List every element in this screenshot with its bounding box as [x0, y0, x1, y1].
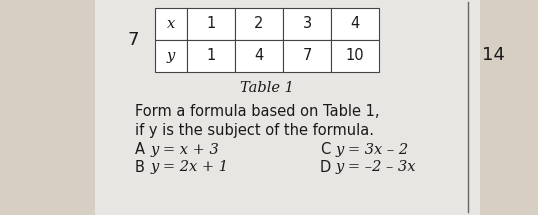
- Text: 14: 14: [482, 46, 505, 64]
- Bar: [155, 40, 187, 72]
- Text: 1: 1: [207, 49, 216, 63]
- Text: y = 2x + 1: y = 2x + 1: [151, 160, 229, 174]
- Text: y = 3x – 2: y = 3x – 2: [336, 143, 409, 157]
- Text: 2: 2: [254, 17, 264, 32]
- Text: y = x + 3: y = x + 3: [151, 143, 220, 157]
- Text: Form a formula based on Table 1,: Form a formula based on Table 1,: [135, 104, 379, 120]
- Text: 7: 7: [302, 49, 312, 63]
- Text: C: C: [320, 143, 330, 158]
- Bar: [283, 40, 331, 72]
- Text: 4: 4: [254, 49, 264, 63]
- Bar: [187, 8, 235, 40]
- Bar: [155, 8, 187, 40]
- Bar: [235, 8, 283, 40]
- Text: A: A: [135, 143, 145, 158]
- Bar: [95, 0, 480, 215]
- Text: if y is the subject of the formula.: if y is the subject of the formula.: [135, 123, 374, 138]
- Text: y: y: [167, 49, 175, 63]
- Text: 10: 10: [346, 49, 364, 63]
- Bar: [331, 40, 379, 72]
- Text: D: D: [320, 160, 331, 175]
- Text: y = –2 – 3x: y = –2 – 3x: [336, 160, 416, 174]
- Bar: [187, 40, 235, 72]
- Bar: [283, 8, 331, 40]
- Bar: [331, 8, 379, 40]
- Text: x: x: [167, 17, 175, 31]
- Bar: [235, 40, 283, 72]
- Text: 3: 3: [302, 17, 312, 32]
- Text: 4: 4: [350, 17, 359, 32]
- Text: Table 1: Table 1: [240, 81, 294, 95]
- Text: 7: 7: [128, 31, 139, 49]
- Text: 1: 1: [207, 17, 216, 32]
- Text: B: B: [135, 160, 145, 175]
